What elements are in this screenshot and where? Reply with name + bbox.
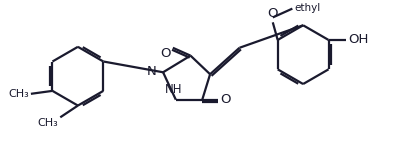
Text: O: O (160, 47, 171, 60)
Text: CH₃: CH₃ (8, 89, 29, 99)
Text: NH: NH (165, 83, 182, 96)
Text: N: N (146, 65, 156, 78)
Text: O: O (220, 93, 230, 106)
Text: ethyl: ethyl (294, 3, 320, 13)
Text: O: O (267, 7, 277, 20)
Text: CH₃: CH₃ (38, 118, 58, 128)
Text: OH: OH (347, 33, 368, 47)
